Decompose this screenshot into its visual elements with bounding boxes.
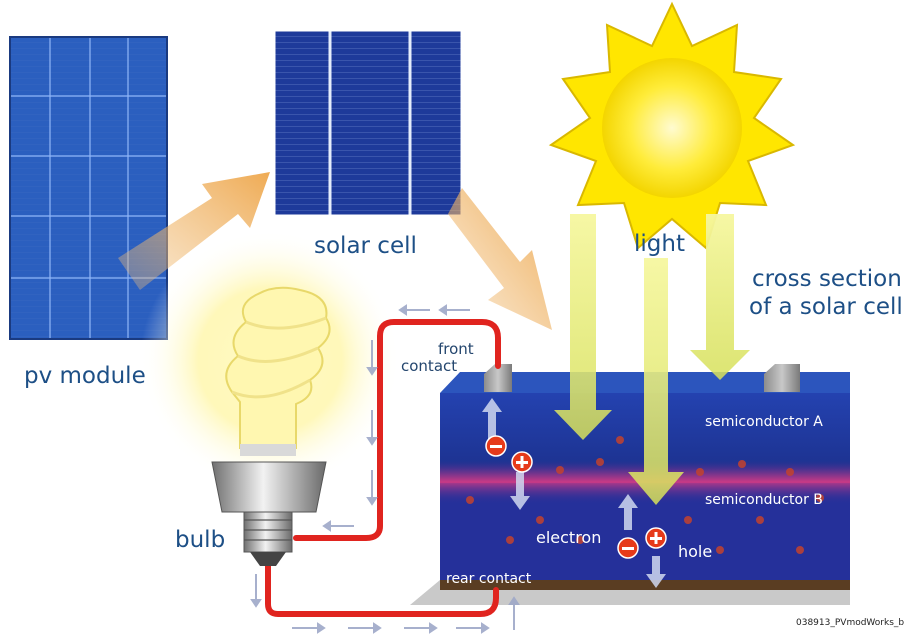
cross-section-label-line2: of a solar cell [749,294,903,320]
solar-cell-image [272,28,464,218]
particles [466,436,824,554]
front-contact-label-line2: contact [401,357,458,375]
front-contact-label-line1: front [438,340,474,358]
hole-carrier [511,451,533,473]
pv-module-image [9,36,168,340]
carrier-arrows [482,398,666,588]
image-code-label: 038913_PVmodWorks_b [796,618,905,628]
front-contact-right [764,364,800,392]
sun-icon [548,1,796,250]
module-to-cell-arrow [118,172,270,290]
bulb-label: bulb [175,527,226,553]
pv-module-label: pv module [24,363,146,389]
electron-carrier [485,435,507,457]
cell-to-crosssection-arrow [448,188,552,330]
light-label: light [634,231,685,257]
light-beams [554,214,750,505]
current-flow-arrows [250,304,520,634]
electron-label: electron [536,528,602,547]
electron-carrier-lower [617,537,639,559]
front-contact-left [484,364,512,392]
hole-label: hole [678,542,713,561]
bulb-icon [211,286,331,566]
semiconductor-b-label: semiconductor B [705,492,823,508]
semiconductor-a-label: semiconductor A [705,414,823,430]
hole-carrier-lower [645,527,667,549]
cross-section-label-line1: cross section [752,266,902,292]
solar-cell-label: solar cell [314,233,417,259]
circuit-wire [265,319,501,617]
rear-contact-label: rear contact [446,571,532,587]
